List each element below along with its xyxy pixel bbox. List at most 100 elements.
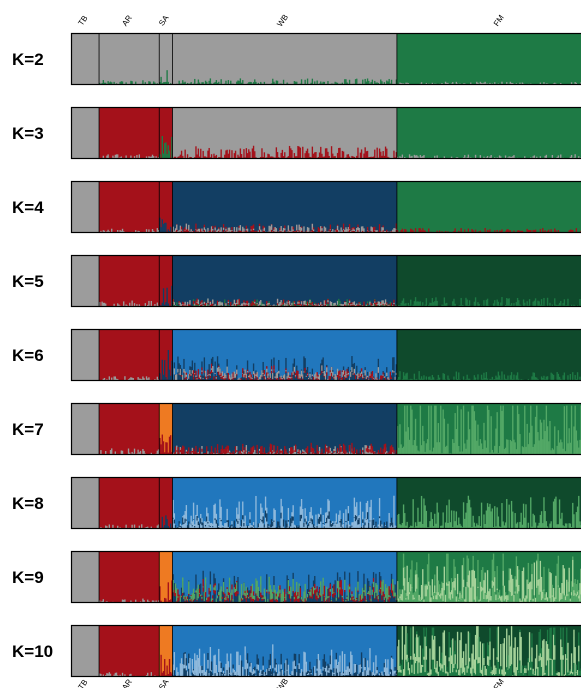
bar — [230, 230, 232, 233]
bar — [503, 449, 506, 455]
bar — [446, 582, 448, 586]
bar — [224, 673, 226, 676]
bar — [239, 450, 242, 454]
bar — [299, 227, 302, 233]
bar — [302, 374, 304, 379]
bar — [448, 581, 450, 599]
bar — [136, 304, 138, 307]
bar — [202, 82, 204, 85]
bar — [239, 598, 242, 602]
bar — [336, 82, 339, 85]
bar — [236, 450, 238, 452]
bar — [492, 581, 495, 586]
bar — [297, 145, 299, 159]
bar — [502, 521, 504, 529]
bar — [568, 567, 570, 592]
bar — [514, 576, 516, 603]
bar — [459, 523, 461, 529]
bar — [294, 591, 297, 602]
bar — [401, 589, 404, 601]
bar — [485, 595, 488, 600]
bar — [246, 371, 249, 373]
bar — [369, 520, 371, 522]
bar — [348, 444, 351, 452]
bar — [551, 584, 554, 603]
bar — [195, 223, 197, 233]
bar — [218, 527, 220, 528]
bar — [276, 445, 279, 454]
bar — [227, 227, 230, 233]
bar — [297, 370, 299, 380]
bar — [186, 525, 189, 529]
bar — [243, 373, 245, 378]
bar — [422, 425, 424, 455]
bar — [556, 372, 558, 381]
bar — [500, 302, 502, 307]
bar — [568, 523, 570, 529]
bar — [231, 305, 233, 306]
bar — [171, 360, 173, 381]
panel-frame — [70, 180, 581, 234]
bar — [470, 82, 472, 85]
bar — [384, 231, 387, 233]
bar — [248, 590, 250, 603]
bar — [496, 229, 498, 233]
bar — [358, 374, 360, 379]
bar — [165, 442, 167, 455]
bar — [312, 153, 315, 159]
bar — [176, 302, 178, 307]
bar — [214, 654, 216, 674]
bar — [170, 599, 172, 603]
bar — [406, 372, 408, 381]
bar — [483, 156, 485, 159]
bar — [324, 148, 327, 159]
bar — [321, 228, 323, 231]
bar — [342, 370, 345, 375]
bar — [446, 445, 448, 455]
bar — [453, 442, 455, 455]
bar — [462, 376, 465, 381]
bar — [182, 301, 184, 307]
bar — [567, 375, 569, 381]
bar — [414, 297, 417, 307]
panel-k-9: K=9 — [12, 550, 581, 604]
bar — [310, 518, 312, 522]
bar — [378, 516, 381, 519]
bar — [567, 581, 569, 603]
bar — [221, 445, 224, 455]
bar — [125, 155, 127, 159]
bar — [485, 372, 488, 381]
bar — [447, 553, 449, 603]
bar — [386, 229, 388, 233]
bar — [572, 502, 574, 529]
bar — [270, 156, 273, 159]
bar — [520, 600, 522, 603]
bar — [352, 156, 354, 159]
bar — [471, 229, 473, 233]
bar — [358, 376, 360, 377]
bar — [203, 357, 206, 381]
bar — [347, 585, 350, 601]
bar — [124, 674, 126, 677]
bar — [455, 371, 458, 381]
bar — [465, 448, 467, 455]
bar — [579, 298, 581, 307]
bar — [245, 525, 248, 529]
bar — [316, 445, 318, 455]
bar — [549, 420, 551, 455]
bar — [207, 150, 209, 159]
bar — [570, 82, 573, 85]
bar — [461, 565, 464, 599]
bar — [495, 428, 497, 455]
bar — [218, 228, 220, 232]
bar — [323, 300, 326, 306]
bar — [350, 371, 352, 377]
bar — [442, 409, 444, 455]
bar — [544, 155, 546, 159]
bar — [357, 519, 359, 525]
bar — [171, 673, 173, 677]
bar — [543, 82, 545, 85]
panel-frame — [70, 550, 581, 604]
bar — [203, 227, 206, 231]
bar — [113, 376, 115, 381]
